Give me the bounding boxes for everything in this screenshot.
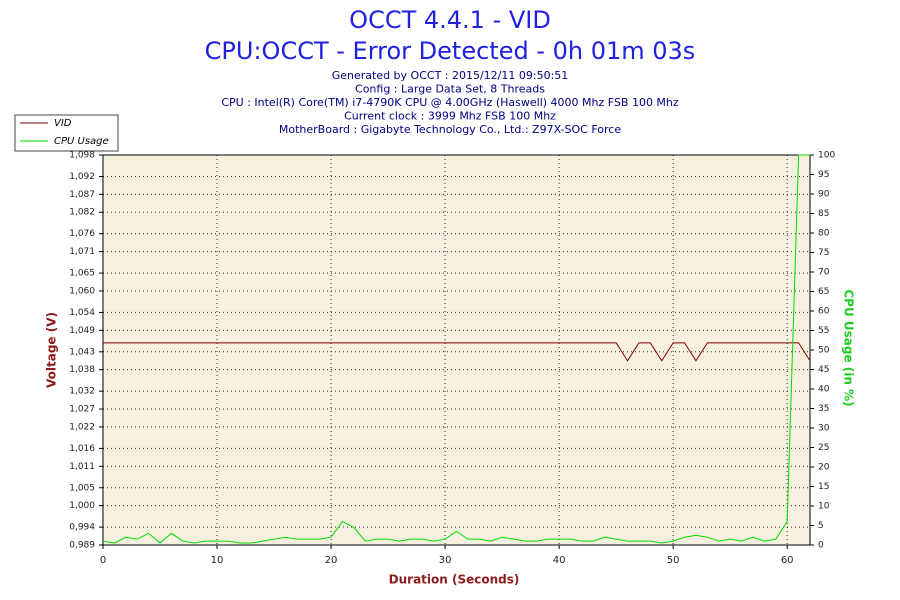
y2-tick-label: 100 bbox=[818, 151, 835, 161]
info-line: Current clock : 3999 Mhz FSB 100 Mhz bbox=[344, 110, 556, 123]
series-line bbox=[103, 342, 811, 362]
y2-tick-label: 30 bbox=[818, 424, 830, 434]
y2-tick-label: 70 bbox=[818, 268, 830, 278]
y2-tick-label: 60 bbox=[818, 307, 830, 317]
chart-subtitle: CPU:OCCT - Error Detected - 0h 01m 03s bbox=[205, 37, 696, 65]
y2-tick-label: 55 bbox=[818, 326, 829, 336]
info-line: Config : Large Data Set, 8 Threads bbox=[355, 83, 545, 96]
y-tick-label: 1,049 bbox=[69, 326, 95, 336]
y2-tick-label: 45 bbox=[818, 365, 829, 375]
y2-tick-label: 15 bbox=[818, 482, 829, 492]
y-tick-label: 1,038 bbox=[69, 365, 95, 375]
y2-tick-label: 95 bbox=[818, 170, 829, 180]
y-tick-label: 1,016 bbox=[69, 444, 95, 454]
y2-tick-label: 50 bbox=[818, 346, 830, 356]
y-tick-label: 1,060 bbox=[69, 286, 95, 296]
y-tick-label: 1,098 bbox=[69, 151, 95, 161]
x-tick-label: 10 bbox=[211, 555, 224, 566]
x-tick-label: 60 bbox=[781, 555, 794, 566]
y2-tick-label: 0 bbox=[818, 541, 824, 551]
y2-tick-label: 40 bbox=[818, 385, 830, 395]
y2-tick-label: 75 bbox=[818, 248, 829, 258]
legend-label: CPU Usage bbox=[54, 136, 109, 147]
y2-tick-label: 10 bbox=[818, 502, 830, 512]
y-tick-label: 1,000 bbox=[69, 501, 95, 511]
x-tick-label: 30 bbox=[439, 555, 452, 566]
y-tick-label: 1,011 bbox=[69, 462, 95, 472]
x-tick-label: 50 bbox=[667, 555, 680, 566]
y-tick-label: 1,082 bbox=[69, 208, 95, 218]
y-tick-label: 0,989 bbox=[69, 541, 95, 551]
x-axis-label: Duration (Seconds) bbox=[389, 573, 520, 587]
y2-tick-label: 20 bbox=[818, 463, 830, 473]
y-tick-label: 1,027 bbox=[69, 405, 95, 415]
y-tick-label: 1,054 bbox=[69, 308, 95, 318]
y2-tick-label: 85 bbox=[818, 209, 829, 219]
y2-tick-label: 35 bbox=[818, 404, 829, 414]
legend bbox=[14, 114, 119, 152]
x-tick-label: 20 bbox=[325, 555, 338, 566]
y2-tick-label: 65 bbox=[818, 287, 829, 297]
y2-tick-label: 80 bbox=[818, 229, 830, 239]
y-tick-label: 1,071 bbox=[69, 247, 95, 257]
x-tick-label: 0 bbox=[100, 555, 106, 566]
plot-area bbox=[103, 155, 810, 545]
plot-border bbox=[102, 154, 811, 546]
legend-label: VID bbox=[54, 118, 72, 129]
y-tick-label: 1,092 bbox=[69, 172, 95, 182]
y2-tick-label: 90 bbox=[818, 190, 830, 200]
y-tick-label: 1,087 bbox=[69, 190, 95, 200]
y2-axis-label: CPU Usage (in %) bbox=[842, 289, 856, 406]
y-tick-label: 1,005 bbox=[69, 483, 95, 493]
y-tick-label: 1,065 bbox=[69, 269, 95, 279]
info-line: Generated by OCCT : 2015/12/11 09:50:51 bbox=[332, 69, 569, 82]
y-axis-label: Voltage (V) bbox=[45, 312, 59, 388]
y-tick-label: 1,076 bbox=[69, 229, 95, 239]
y-tick-label: 1,032 bbox=[69, 387, 95, 397]
chart-title: OCCT 4.4.1 - VID bbox=[349, 6, 551, 34]
y-tick-label: 1,043 bbox=[69, 347, 95, 357]
x-tick-label: 40 bbox=[553, 555, 566, 566]
info-line: CPU : Intel(R) Core(TM) i7-4790K CPU @ 4… bbox=[221, 96, 679, 109]
y2-tick-label: 25 bbox=[818, 443, 829, 453]
y-tick-label: 0,994 bbox=[69, 523, 95, 533]
series-line bbox=[102, 154, 810, 544]
info-line: MotherBoard : Gigabyte Technology Co., L… bbox=[279, 123, 621, 136]
y2-tick-label: 5 bbox=[818, 521, 824, 531]
y-tick-label: 1,022 bbox=[69, 422, 95, 432]
